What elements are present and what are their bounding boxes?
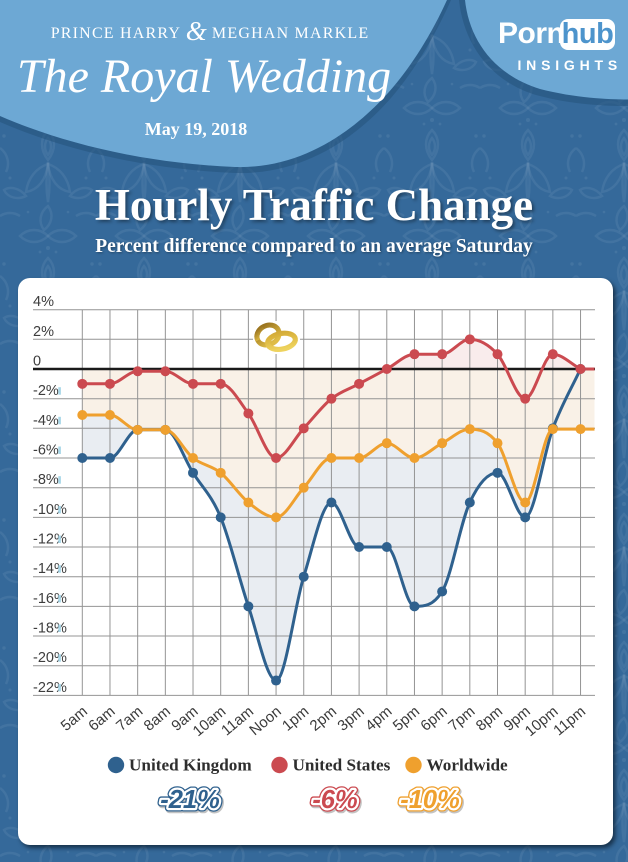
svg-text:-10%: -10% xyxy=(400,786,460,814)
svg-text:4%: 4% xyxy=(33,294,54,310)
svg-text:-8%: -8% xyxy=(33,472,59,488)
svg-text:-6%: -6% xyxy=(312,786,357,814)
svg-text:2pm: 2pm xyxy=(307,703,340,735)
svg-text:-6%: -6% xyxy=(312,786,357,814)
svg-text:-10%: -10% xyxy=(33,502,67,518)
svg-text:-10%: -10% xyxy=(400,786,460,814)
svg-text:-20%: -20% xyxy=(33,650,67,666)
svg-text:-2%: -2% xyxy=(33,383,59,399)
svg-text:0: 0 xyxy=(33,354,41,370)
svg-text:5am: 5am xyxy=(58,703,91,735)
svg-text:-12%: -12% xyxy=(33,532,67,548)
svg-text:7am: 7am xyxy=(113,703,146,735)
svg-text:United Kingdom: United Kingdom xyxy=(129,756,252,775)
svg-text:3pm: 3pm xyxy=(334,703,367,735)
svg-text:United States: United States xyxy=(293,756,391,775)
svg-text:-21%: -21% xyxy=(161,788,221,816)
svg-text:8pm: 8pm xyxy=(473,703,506,735)
svg-text:4pm: 4pm xyxy=(362,703,395,735)
svg-text:-22%: -22% xyxy=(33,680,67,696)
svg-text:8am: 8am xyxy=(141,703,174,735)
svg-text:6pm: 6pm xyxy=(417,703,450,735)
svg-text:-21%: -21% xyxy=(160,786,220,814)
svg-text:-18%: -18% xyxy=(33,621,67,637)
svg-text:Worldwide: Worldwide xyxy=(427,756,509,775)
svg-text:2%: 2% xyxy=(33,324,54,340)
svg-text:-6%: -6% xyxy=(33,443,59,459)
svg-text:-6%: -6% xyxy=(314,788,359,816)
svg-text:-4%: -4% xyxy=(33,413,59,429)
svg-text:6am: 6am xyxy=(85,703,118,735)
svg-text:5pm: 5pm xyxy=(390,703,423,735)
svg-text:7pm: 7pm xyxy=(445,703,478,735)
svg-text:-14%: -14% xyxy=(33,561,67,577)
svg-text:-6%: -6% xyxy=(312,786,357,814)
svg-text:-21%: -21% xyxy=(160,786,220,814)
svg-text:-10%: -10% xyxy=(401,788,461,816)
svg-text:1pm: 1pm xyxy=(279,703,312,735)
svg-text:-21%: -21% xyxy=(160,786,220,814)
svg-text:11pm: 11pm xyxy=(550,703,589,739)
svg-text:-16%: -16% xyxy=(33,591,67,607)
svg-text:-10%: -10% xyxy=(400,786,460,814)
